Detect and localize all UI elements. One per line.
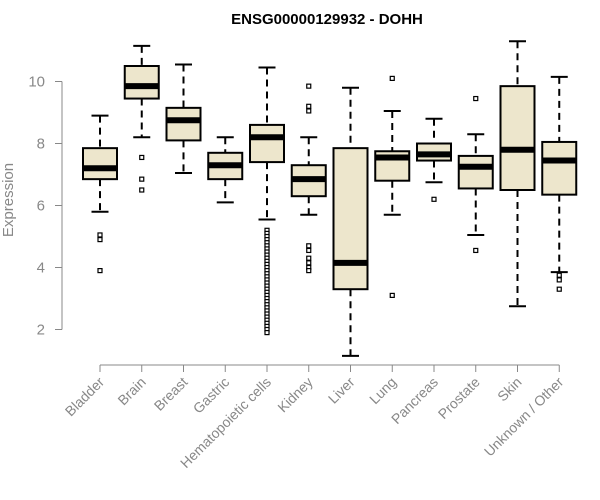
y-tick-label: 4 <box>37 260 45 277</box>
box-hematopoietic-cells <box>249 66 285 336</box>
iqr-box <box>457 154 494 190</box>
box-unknown-other <box>541 75 578 292</box>
outlier-point <box>139 154 145 161</box>
outlier-point <box>473 95 479 102</box>
outlier-point <box>389 292 395 298</box>
x-tick-label: Prostate <box>435 374 483 422</box>
outlier-point <box>306 243 312 249</box>
outlier-point <box>139 176 145 182</box>
box-bladder <box>82 114 118 274</box>
outlier-point <box>97 232 103 238</box>
box-skin <box>499 40 536 308</box>
box-liver <box>332 86 369 357</box>
y-axis: 2 4 6 8 10 <box>28 74 63 339</box>
x-tick-label: Liver <box>325 374 358 407</box>
iqr-box <box>332 147 369 291</box>
x-tick-label: Lung <box>366 374 399 407</box>
outlier-point <box>97 268 103 274</box>
x-tick-label: Unknown / Other <box>481 374 567 460</box>
outlier-point <box>306 108 312 114</box>
outlier-point <box>556 277 562 283</box>
y-tick-label: 10 <box>28 74 45 91</box>
outlier-point <box>264 330 270 336</box>
iqr-box <box>123 65 160 100</box>
box-kidney <box>290 83 327 274</box>
outlier-point <box>556 272 562 278</box>
x-tick-label: Skin <box>494 374 525 405</box>
outlier-point <box>473 247 479 254</box>
iqr-box <box>82 147 118 181</box>
x-tick-label: Bladder <box>62 374 108 420</box>
y-tick-label: 8 <box>37 136 45 153</box>
x-tick-label: Breast <box>151 374 191 414</box>
outlier-point <box>306 260 312 266</box>
outlier-point <box>306 268 312 274</box>
box-pancreas <box>416 117 452 202</box>
y-tick-label: 6 <box>37 198 45 215</box>
x-tick-label: Kidney <box>274 374 316 416</box>
outlier-point <box>306 83 312 89</box>
outlier-point <box>306 247 312 254</box>
iqr-box <box>541 140 578 196</box>
iqr-box <box>165 106 202 142</box>
outlier-point <box>139 187 145 193</box>
y-tick-label: 2 <box>37 322 45 339</box>
outlier-point <box>306 255 312 261</box>
box-breast <box>165 63 202 174</box>
y-axis-label: Expression <box>0 163 17 237</box>
x-tick-label: Brain <box>114 374 148 408</box>
outlier-point <box>306 103 312 109</box>
outlier-point <box>97 237 103 243</box>
box-prostate <box>457 95 494 254</box>
box-brain <box>123 44 160 193</box>
outlier-point <box>556 286 562 292</box>
box-gastric <box>207 136 244 204</box>
outlier-point <box>431 196 437 202</box>
iqr-box <box>499 85 536 191</box>
boxes-group <box>82 40 578 357</box>
iqr-box <box>249 123 285 164</box>
chart-title: ENSG00000129932 - DOHH <box>231 11 423 28</box>
box-lung <box>374 75 411 298</box>
outlier-point <box>389 75 395 82</box>
